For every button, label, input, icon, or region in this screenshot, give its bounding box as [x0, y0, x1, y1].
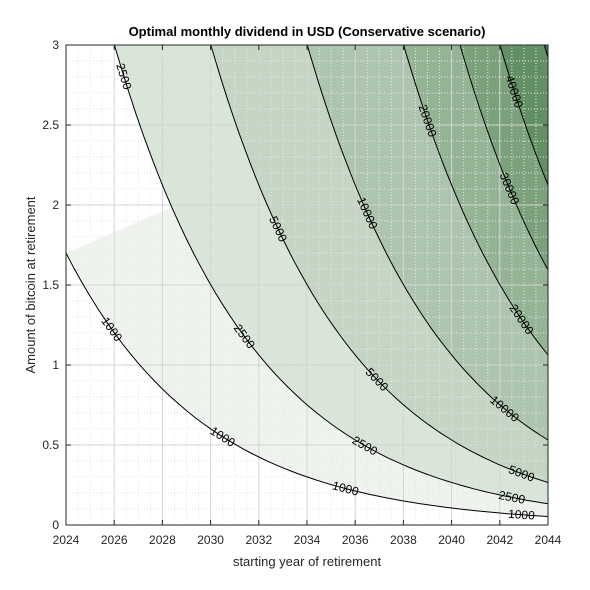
contour-label-1000: 1000 [508, 507, 536, 523]
x-tick-label: 2036 [342, 533, 369, 547]
x-tick-label: 2044 [535, 533, 562, 547]
contour-label-2500: 2500 [497, 488, 526, 507]
contour-line-1000 [66, 252, 548, 517]
x-tick-label: 2034 [294, 533, 321, 547]
contour-line-40000 [499, 45, 548, 186]
x-tick-label: 2040 [438, 533, 465, 547]
contour-line-20000 [403, 45, 548, 356]
grid [66, 45, 548, 525]
chart-title: Optimal monthly dividend in USD (Conserv… [129, 24, 486, 39]
contour-lines [66, 45, 548, 517]
contour-line-5000 [210, 45, 548, 483]
x-tick-label: 2038 [390, 533, 417, 547]
x-tick-label: 2026 [101, 533, 128, 547]
contour-line-30000 [459, 45, 548, 271]
x-tick-label: 2030 [197, 533, 224, 547]
x-tick-label: 2032 [245, 533, 272, 547]
contour-line-55000 [543, 45, 548, 58]
y-tick-label: 0 [52, 518, 59, 532]
axis-ticks: 2024 2026 2028 2030 2032 2034 2036 2038 2040 2042… [42, 38, 561, 547]
x-tick-label: 2028 [149, 533, 176, 547]
y-tick-label: 0.5 [42, 438, 59, 452]
y-tick-label: 2.5 [42, 118, 59, 132]
y-tick-label: 3 [52, 38, 59, 52]
y-tick-label: 2 [52, 198, 59, 212]
x-tick-label: 2024 [53, 533, 80, 547]
y-axis-label: Amount of bitcoin at retirement [23, 196, 38, 373]
contour-line-2500 [113, 45, 548, 505]
x-axis-label: starting year of retirement [233, 554, 382, 569]
contour-line-10000 [306, 45, 548, 441]
y-tick-label: 1.5 [42, 278, 59, 292]
contour-label-1000: 1000 [331, 478, 361, 498]
x-tick-label: 2042 [486, 533, 513, 547]
y-tick-label: 1 [52, 358, 59, 372]
